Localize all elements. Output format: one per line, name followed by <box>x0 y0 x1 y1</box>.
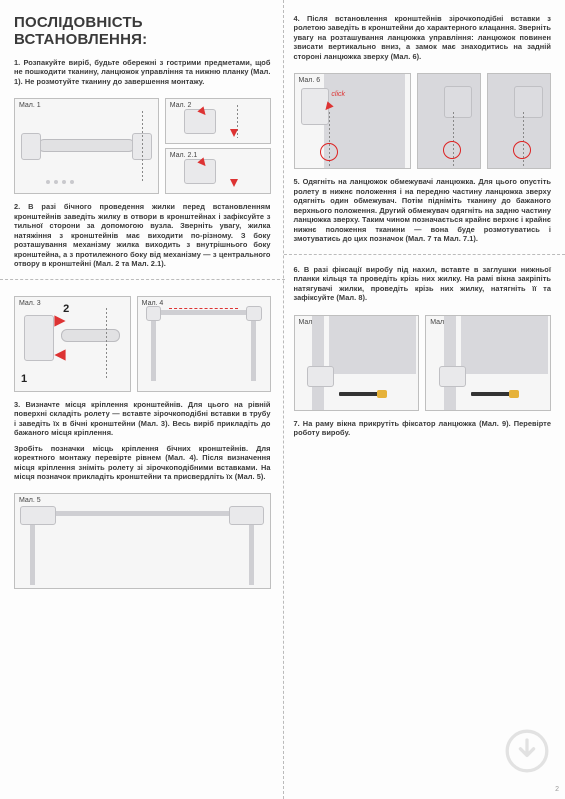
click-label: click <box>331 91 345 98</box>
bracket-icon <box>20 506 56 525</box>
fig-row-3: Мал. 5 <box>14 493 271 589</box>
figure-2-1: Мал. 2.1 <box>165 148 271 194</box>
bracket-icon <box>246 306 262 321</box>
fig-label-3: Мал. 3 <box>19 300 41 307</box>
bracket-icon <box>229 506 265 525</box>
para-2: 2. В разі бічного проведення жилки перед… <box>14 202 271 268</box>
figure-8: Мал. 8 <box>294 315 420 411</box>
figure-2: Мал. 2 <box>165 98 271 144</box>
left-column: ПОСЛІДОВНІСТЬ ВСТАНОВЛЕННЯ: 1. Розпакуйт… <box>0 0 283 799</box>
screwdriver-icon <box>339 392 379 396</box>
fig-label-5: Мал. 5 <box>19 497 41 504</box>
chain-icon <box>106 308 107 379</box>
fig-label-1: Мал. 1 <box>19 102 41 109</box>
right-column: 4. Після встановлення кронштейнів зірочк… <box>283 0 565 799</box>
figure-5: Мал. 5 <box>14 493 271 589</box>
shade-icon <box>461 316 548 374</box>
fig-row-1: Мал. 1 Мал. 2 Мал. 2.1 <box>14 98 271 194</box>
arrow-icon <box>55 350 66 361</box>
shade-icon <box>329 316 416 374</box>
page-title: ПОСЛІДОВНІСТЬ ВСТАНОВЛЕННЯ: <box>14 14 271 48</box>
step-number-2: 2 <box>63 303 69 315</box>
tube-icon <box>61 329 121 342</box>
para-4: 4. Після встановлення кронштейнів зірочк… <box>294 14 552 61</box>
divider-left <box>0 279 285 280</box>
window-frame-icon <box>151 310 257 381</box>
fig-row-5: Мал. 8 Мал. 9 <box>294 315 552 411</box>
figure-1: Мал. 1 <box>14 98 159 194</box>
fig-row-4: Мал. 6 click Мал. 7 Мал. 7.1 <box>294 73 552 169</box>
level-line-icon <box>169 308 238 310</box>
arrow-icon <box>230 129 238 137</box>
step-number-1: 1 <box>21 373 27 385</box>
figure-4: Мал. 4 <box>137 296 271 392</box>
para-5: 5. Одягніть на ланцюжок обмежувачі ланцю… <box>294 177 552 243</box>
highlight-circle-icon <box>320 143 338 161</box>
tensioner-icon <box>307 366 334 387</box>
figure-7-1: Мал. 7.1 <box>487 73 551 169</box>
chain-icon <box>142 111 143 182</box>
chain-holder-icon <box>439 366 466 387</box>
bracket-icon <box>146 306 162 321</box>
roller-body-icon <box>38 139 135 152</box>
mechanism-icon <box>514 86 543 118</box>
para-6: 6. В разі фіксації виробу під нахил, вст… <box>294 265 552 303</box>
frame-edge-icon <box>312 316 324 410</box>
page: ПОСЛІДОВНІСТЬ ВСТАНОВЛЕННЯ: 1. Розпакуйт… <box>0 0 565 799</box>
parts-dots-icon <box>46 180 74 184</box>
figure-7: Мал. 7 <box>417 73 481 169</box>
figure-6: Мал. 6 click <box>294 73 411 169</box>
divider-right <box>284 254 565 255</box>
para-3b: Зробіть позначки місць кріплення бічних … <box>14 444 271 482</box>
frame-edge-icon <box>444 316 456 410</box>
arrow-icon <box>55 316 66 327</box>
screwdriver-icon <box>471 392 511 396</box>
figure-2-stack: Мал. 2 Мал. 2.1 <box>165 98 271 194</box>
figure-3: Мал. 3 1 2 <box>14 296 131 392</box>
para-3: 3. Визначте місця кріплення кронштейнів.… <box>14 400 271 438</box>
para-7: 7. На раму вікна прикрутіть фіксатор лан… <box>294 419 552 438</box>
page-number: 2 <box>555 786 559 793</box>
figure-9: Мал. 9 <box>425 315 551 411</box>
bracket-icon <box>24 315 54 360</box>
fig-row-2: Мал. 3 1 2 Мал. 4 <box>14 296 271 392</box>
para-1: 1. Розпакуйте виріб, будьте обережні з г… <box>14 58 271 86</box>
window-frame-icon <box>30 511 254 584</box>
fig-label-6: Мал. 6 <box>299 77 321 84</box>
mechanism-icon <box>444 86 473 118</box>
watermark-download-icon <box>505 729 549 773</box>
bracket-left-icon <box>21 133 41 159</box>
arrow-icon <box>230 179 238 187</box>
